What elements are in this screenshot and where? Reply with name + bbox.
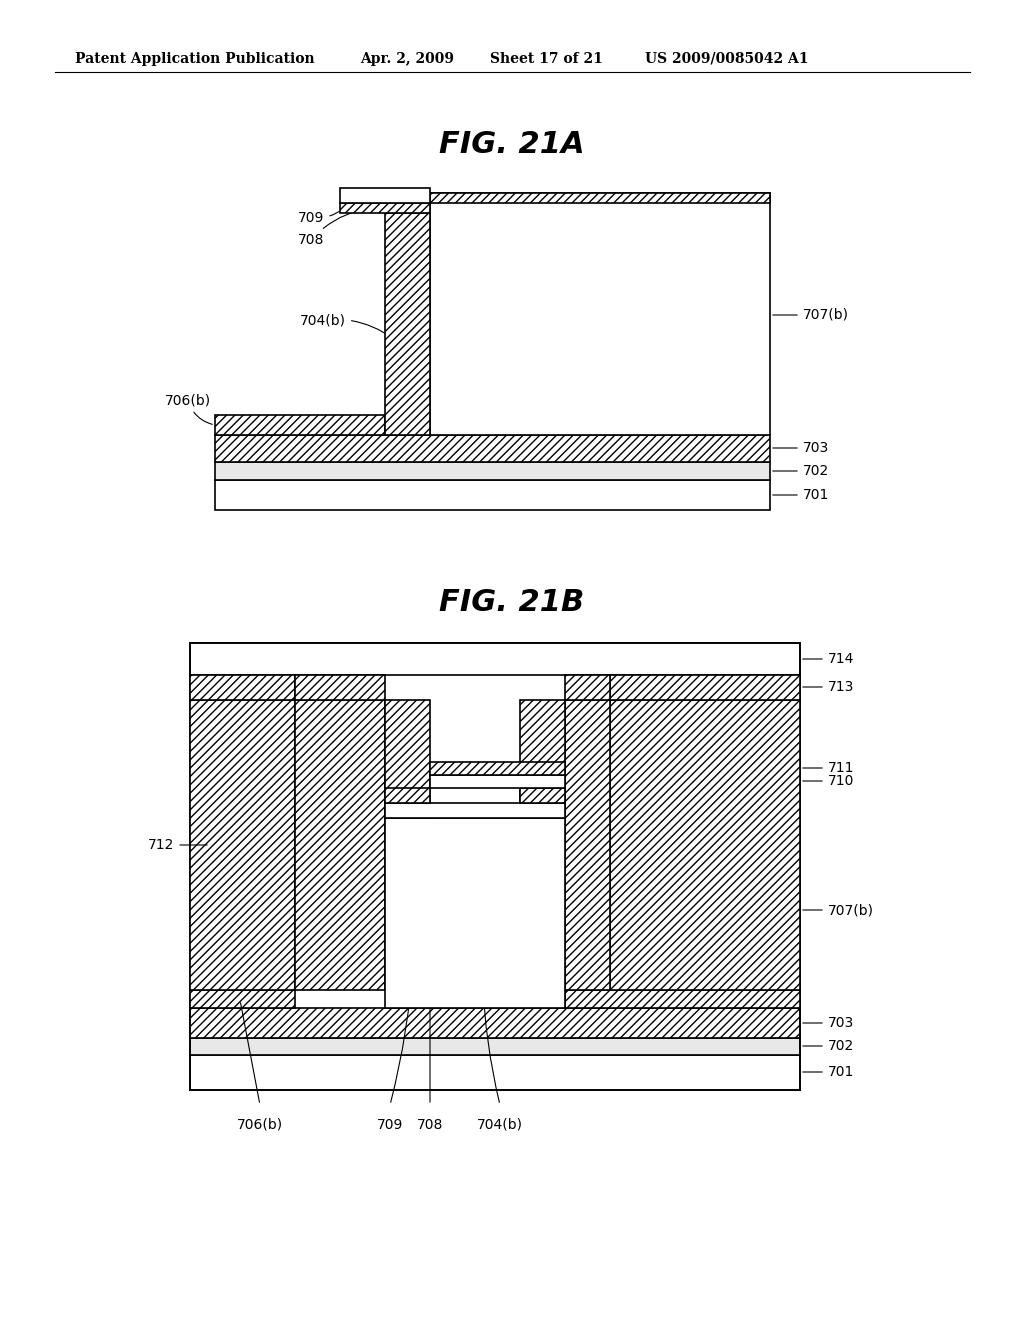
Bar (565, 700, 610, 990)
Text: FIG. 21A: FIG. 21A (439, 129, 585, 158)
Text: 702: 702 (828, 1039, 854, 1053)
Bar (295, 675, 385, 700)
Bar (610, 700, 800, 990)
Text: 711: 711 (828, 762, 854, 775)
Bar (520, 788, 565, 803)
Bar (430, 775, 565, 788)
Text: 707(b): 707(b) (828, 903, 874, 917)
Text: 709: 709 (298, 197, 353, 224)
Bar (190, 643, 800, 675)
Text: 704(b): 704(b) (477, 1118, 523, 1133)
Text: US 2009/0085042 A1: US 2009/0085042 A1 (645, 51, 809, 66)
Text: 708: 708 (417, 1118, 443, 1133)
Bar (340, 203, 430, 213)
Text: 706(b): 706(b) (165, 393, 212, 424)
Bar (190, 1055, 800, 1090)
Text: 706(b): 706(b) (237, 1118, 283, 1133)
Bar (215, 436, 770, 462)
Text: 703: 703 (828, 1016, 854, 1030)
Text: Apr. 2, 2009: Apr. 2, 2009 (360, 51, 454, 66)
Bar (190, 1008, 800, 1038)
Bar (385, 788, 430, 803)
Text: 702: 702 (803, 465, 829, 478)
Text: 713: 713 (828, 680, 854, 694)
Bar (215, 414, 385, 436)
Bar (295, 700, 385, 990)
Text: 712: 712 (148, 838, 207, 851)
Bar (190, 700, 295, 990)
Bar (430, 193, 770, 436)
Text: Sheet 17 of 21: Sheet 17 of 21 (490, 51, 603, 66)
Text: 701: 701 (828, 1065, 854, 1078)
Text: FIG. 21B: FIG. 21B (439, 587, 585, 616)
Bar (385, 818, 565, 1008)
Text: Patent Application Publication: Patent Application Publication (75, 51, 314, 66)
Bar (565, 675, 610, 700)
Bar (565, 990, 800, 1008)
Bar (520, 700, 565, 818)
Bar (610, 675, 800, 700)
Text: 704(b): 704(b) (300, 313, 393, 338)
Bar (385, 700, 430, 818)
Bar (190, 990, 295, 1008)
Bar (340, 187, 430, 203)
Text: 708: 708 (298, 209, 373, 247)
Bar (430, 762, 565, 775)
Text: 714: 714 (828, 652, 854, 667)
Text: 709: 709 (377, 1118, 403, 1133)
Bar (385, 803, 565, 818)
Text: 710: 710 (828, 774, 854, 788)
Text: 701: 701 (803, 488, 829, 502)
Bar (430, 193, 770, 203)
Bar (215, 462, 770, 480)
Bar (190, 1038, 800, 1055)
Bar (385, 213, 430, 436)
Bar (190, 675, 295, 700)
Text: 707(b): 707(b) (803, 308, 849, 322)
Bar (215, 480, 770, 510)
Text: 703: 703 (803, 441, 829, 455)
